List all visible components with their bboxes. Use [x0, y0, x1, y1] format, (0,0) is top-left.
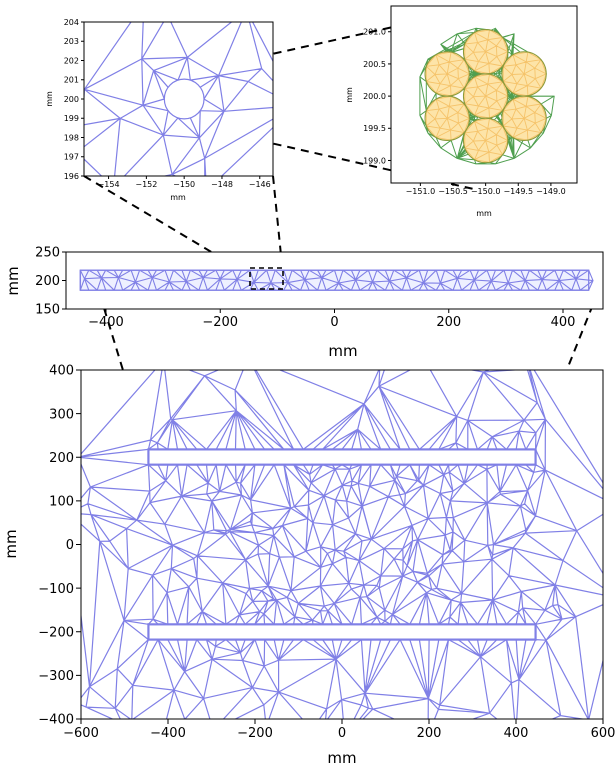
x-tick-label: −200	[202, 315, 238, 330]
y-tick-label: 100	[49, 495, 74, 510]
conductor-strip-1	[147, 448, 537, 466]
x-tick-label: −200	[237, 726, 273, 741]
x-tick-label: 0	[338, 726, 346, 741]
main-triangles	[81, 370, 603, 719]
x-tick-label: 200	[417, 726, 442, 741]
y-tick-label: −300	[38, 669, 74, 684]
middle-strip-xlabel: mm	[328, 342, 357, 360]
x-tick-label: −149.5	[503, 187, 533, 196]
strand-outline-4	[424, 51, 470, 97]
x-tick-label: 400	[504, 726, 529, 741]
y-tick-label: 196	[64, 172, 79, 181]
x-tick-label: −148	[211, 180, 233, 189]
y-tick-label: 200	[64, 95, 79, 104]
inset-left-xlabel: mm	[170, 193, 186, 202]
main-ylabel: mm	[2, 529, 20, 558]
y-tick-label: 200.0	[363, 92, 386, 101]
strand-mesh-6	[502, 51, 547, 97]
x-tick-label: −151.0	[406, 187, 436, 196]
y-tick-label: −100	[38, 582, 74, 597]
x-tick-label: −149.0	[536, 187, 566, 196]
y-tick-label: −400	[38, 713, 74, 728]
middle-strip-mesh	[79, 269, 594, 291]
x-tick-label: 400	[551, 315, 576, 330]
x-tick-label: −400	[88, 315, 124, 330]
y-tick-label: 400	[49, 364, 74, 379]
strip-triangles	[79, 269, 594, 291]
y-tick-label: 199.0	[363, 156, 386, 165]
inset-left-axes: −154 −152 −150 −148 −146 196 197 198 199 200 201 20…	[64, 18, 271, 189]
conductor-strip-2	[147, 623, 537, 641]
y-tick-label: 198	[64, 133, 79, 142]
connector-right-inset-to-strip	[272, 175, 284, 276]
inset-right-axes: −151.0 −150.5 −150.0 −149.5 −149.0 199.0 199.5…	[363, 28, 566, 196]
x-tick-label: −146	[249, 180, 271, 189]
middle-strip-axes: −400 −200 0 200 400 150 200 250	[35, 246, 575, 330]
y-tick-label: 204	[64, 18, 79, 27]
x-tick-label: 200	[436, 315, 461, 330]
inset-right-xlabel: mm	[476, 209, 492, 218]
inset-right-mesh	[419, 27, 555, 165]
x-tick-label: 0	[330, 315, 338, 330]
main-xlabel: mm	[327, 749, 356, 767]
x-tick-label: −150.5	[438, 187, 468, 196]
x-tick-label: 600	[591, 726, 616, 741]
y-tick-label: 201.0	[363, 28, 386, 37]
x-tick-label: −154	[98, 180, 120, 189]
strand-outline-2	[462, 117, 509, 164]
strand-mesh-3	[425, 95, 470, 141]
y-tick-label: 300	[49, 407, 74, 422]
y-tick-label: 0	[66, 538, 74, 553]
strand-outline-5	[462, 29, 509, 75]
y-tick-label: 201	[64, 76, 79, 85]
y-tick-label: 199.5	[363, 124, 386, 133]
inset-left-triangles	[84, 22, 273, 176]
strip-conductor	[79, 269, 590, 291]
y-tick-label: 197	[64, 153, 79, 162]
strand-outline-7	[501, 95, 547, 141]
x-tick-label: −150.0	[471, 187, 501, 196]
y-tick-label: 200	[49, 451, 74, 466]
y-tick-label: 200.5	[363, 60, 386, 69]
inset-left-ylabel: mm	[45, 91, 54, 107]
main-panel: −600 −400 −200 0 200 400 600−400−300−200−10001…	[2, 364, 615, 767]
inset-left-mesh	[84, 22, 273, 176]
x-tick-label: −150	[173, 180, 195, 189]
y-tick-label: 203	[64, 37, 79, 46]
y-tick-label: 250	[35, 246, 60, 261]
inset-right-panel: −151.0 −150.5 −150.0 −149.5 −149.0 199.0 199.5…	[345, 5, 578, 218]
conductor-hole	[163, 78, 205, 120]
middle-strip-panel: −400 −200 0 200 400 150 200 250 mm mm	[4, 246, 604, 360]
main-axes: −600 −400 −200 0 200 400 600−400−300−200−10001…	[38, 364, 615, 741]
strand-mesh-2	[464, 118, 509, 163]
strand-mesh-5	[464, 29, 509, 75]
y-tick-label: 199	[64, 114, 79, 123]
y-tick-label: 202	[64, 56, 79, 65]
inset-left-panel: −154 −152 −150 −148 −146 196 197 198 199 200 201 20…	[45, 18, 274, 202]
strand-mesh-1	[464, 73, 509, 119]
y-tick-label: −200	[38, 625, 74, 640]
y-tick-label: 150	[35, 303, 60, 318]
strand-mesh-4	[425, 51, 470, 97]
y-tick-label: 200	[35, 274, 60, 289]
inset-right-ylabel: mm	[345, 87, 354, 103]
x-tick-label: −400	[150, 726, 186, 741]
middle-strip-ylabel: mm	[4, 266, 22, 295]
strand-mesh-7	[502, 95, 547, 141]
main-mesh	[81, 370, 603, 719]
x-tick-label: −600	[63, 726, 99, 741]
x-tick-label: −152	[135, 180, 157, 189]
